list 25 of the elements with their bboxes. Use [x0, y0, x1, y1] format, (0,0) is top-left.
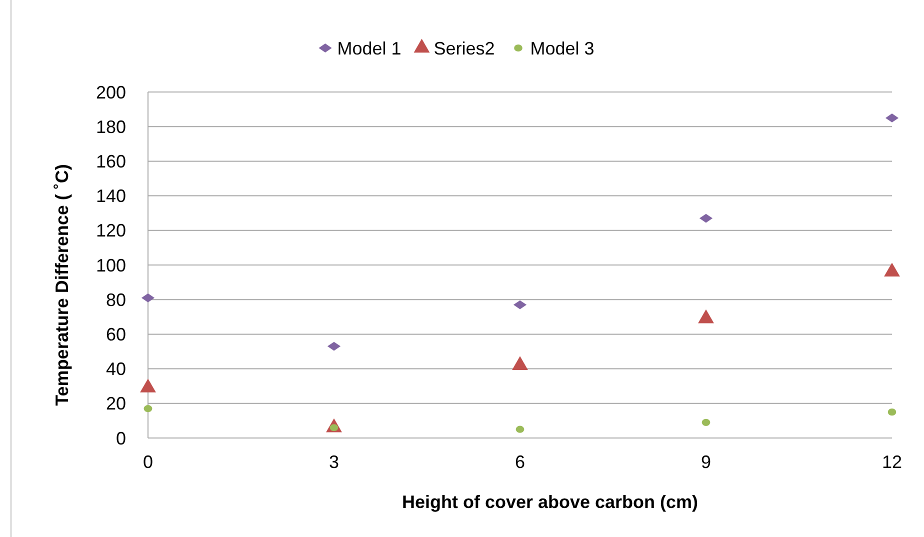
point — [144, 405, 152, 412]
legend-label: Series2 — [434, 38, 495, 58]
point — [888, 408, 896, 416]
y-tick-label: 140 — [96, 186, 126, 206]
y-tick-label: 100 — [96, 255, 126, 276]
y-tick-label: 20 — [106, 394, 126, 414]
y-axis-title: Temperature Difference ( ˚C) — [52, 164, 72, 406]
legend-label: Model 1 — [337, 38, 402, 58]
x-axis-title: Height of cover above carbon (cm) — [402, 492, 698, 512]
y-tick-label: 0 — [116, 428, 126, 448]
y-tick-label: 180 — [96, 116, 126, 137]
y-tick-label: 80 — [106, 290, 126, 310]
y-tick-label: 60 — [106, 324, 126, 344]
y-tick-label: 120 — [96, 220, 126, 241]
x-tick-label: 9 — [700, 452, 712, 472]
point — [516, 426, 524, 433]
x-tick-label: 6 — [514, 452, 526, 472]
x-tick-label: 3 — [328, 452, 340, 472]
point — [702, 418, 710, 426]
y-tick-label: 160 — [96, 152, 126, 172]
x-tick-label: 12 — [882, 452, 902, 472]
y-tick-label: 40 — [106, 359, 126, 380]
legend-label: Model 3 — [530, 38, 594, 58]
y-tick-label: 200 — [96, 82, 126, 102]
x-tick-label: 0 — [142, 452, 154, 472]
